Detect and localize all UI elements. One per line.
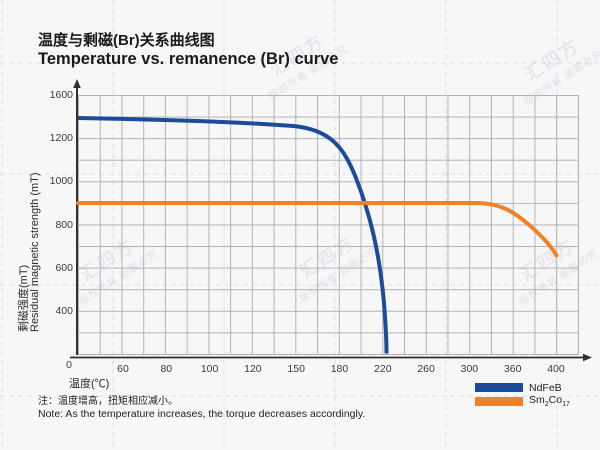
x-tick-label: 60 (117, 363, 129, 375)
origin-tick-label: 0 (66, 359, 72, 371)
legend: NdFeB Sm2Co17 (475, 381, 570, 409)
chart-title-zh: 温度与剩磁(Br)关系曲线图 (38, 32, 215, 49)
footnote: 注：温度增高，扭矩相应减小。 Note: As the temperature … (38, 392, 365, 420)
x-tick-label: 80 (160, 363, 173, 375)
plot-area (78, 95, 579, 355)
x-tick-label: 260 (417, 363, 435, 375)
legend-label-sm2co17: Sm2Co17 (529, 394, 570, 409)
y-axis-ticks: 1600 1200 1000 800 600 400 (30, 89, 73, 317)
footnote-zh: 注：温度增高，扭矩相应减小。 (38, 396, 178, 407)
legend-item-ndfeb: NdFeB (475, 381, 570, 394)
x-tick-label: 120 (244, 363, 262, 375)
y-tick-label: 1000 (49, 175, 73, 188)
x-tick-label: 180 (330, 363, 349, 375)
ndfeb-color-swatch (475, 383, 523, 392)
y-tick-label: 400 (55, 304, 73, 317)
sm2co17-color-swatch (475, 397, 523, 406)
y-axis-title-en: Residual magnetic strength (mT) (29, 172, 41, 332)
legend-label-ndfeb: NdFeB (529, 381, 562, 394)
x-tick-label: 100 (200, 363, 219, 375)
x-axis-ticks: 60 80 100 120 150 180 220 260 300 360 400 (106, 363, 573, 375)
y-tick-label: 800 (55, 218, 73, 231)
y-tick-label: 600 (55, 261, 73, 274)
x-tick-label: 360 (503, 363, 522, 375)
x-tick-label: 300 (460, 363, 479, 375)
y-tick-label: 1600 (49, 89, 73, 101)
x-tick-label: 400 (547, 363, 565, 375)
y-tick-label: 1200 (49, 132, 73, 145)
legend-item-sm2co17: Sm2Co17 (475, 394, 570, 409)
x-tick-label: 150 (287, 363, 305, 375)
footnote-en: Note: As the temperature increases, the … (38, 408, 366, 420)
chart-title-en: Temperature vs. remanence (Br) curve (38, 50, 339, 68)
x-axis-title: 温度(℃) (69, 378, 110, 390)
x-tick-label: 220 (374, 363, 392, 375)
